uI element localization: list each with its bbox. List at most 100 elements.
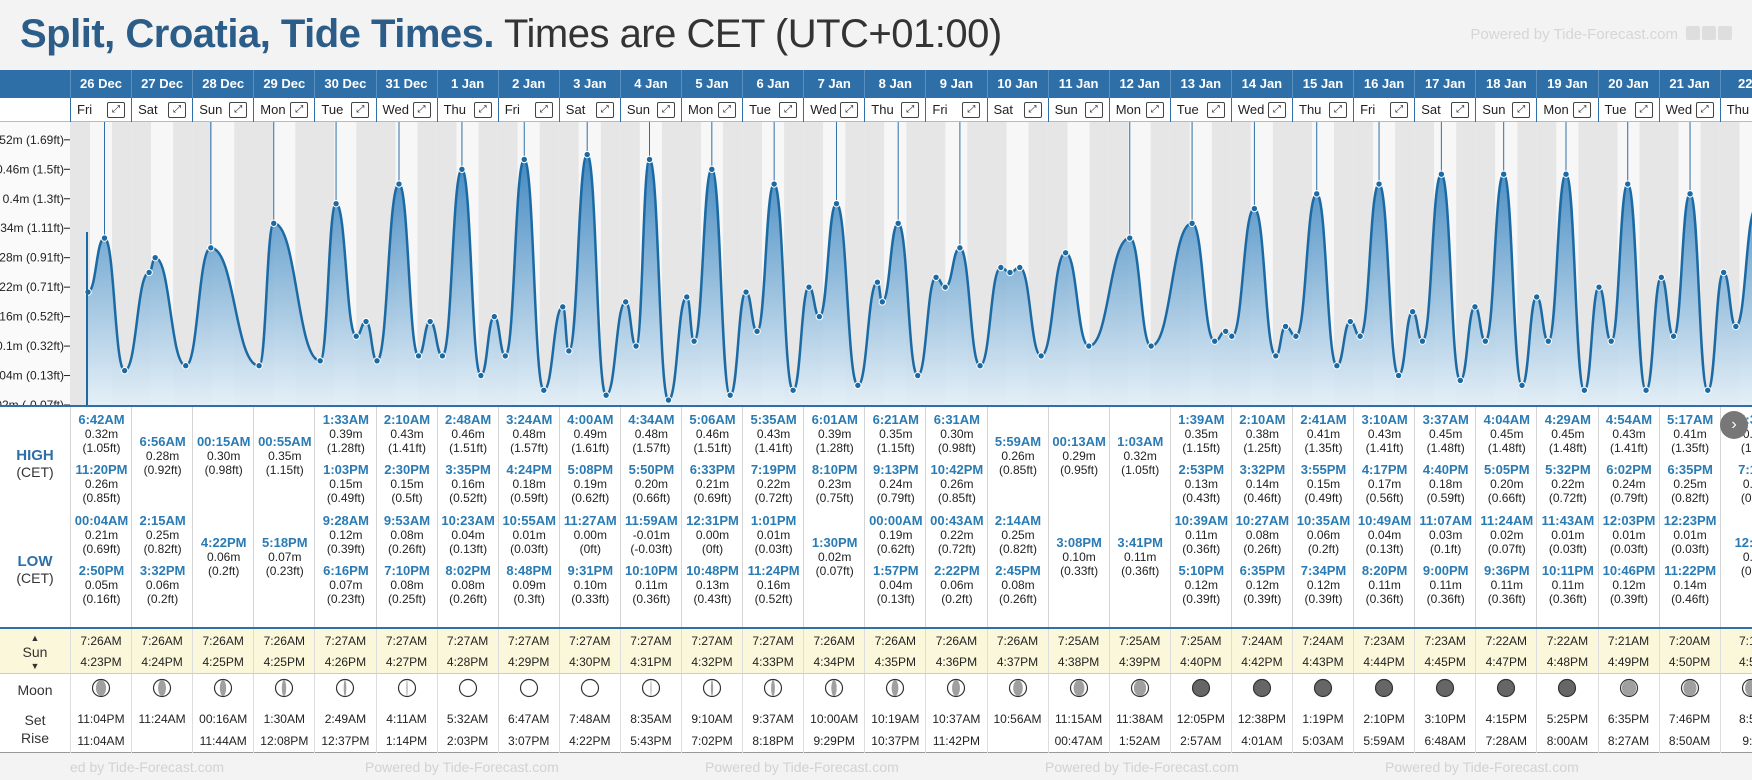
tide-point	[100, 234, 109, 242]
moon-phase-icon	[641, 678, 660, 698]
tide-day-column: 4:34AM 0.48m (1.57ft) 5:50PM 0.20m (0.66ft) 11…	[619, 407, 682, 627]
expand-icon[interactable]: ⤢	[779, 102, 798, 118]
tide-height-ft: (1.28ft)	[815, 441, 854, 455]
y-tick-label: 0.04m (0.13ft)	[0, 369, 64, 383]
expand-icon[interactable]: ⤢	[1023, 102, 1042, 118]
tide-point	[1228, 332, 1236, 340]
tide-day-column: 3:10AM 0.43m (1.41ft) 4:17PM 0.17m (0.56ft) 10…	[1353, 407, 1414, 627]
sun-cell: 7:27AM 4:31PM	[619, 629, 681, 675]
expand-icon[interactable]: ⤢	[962, 102, 981, 118]
expand-icon[interactable]: ⤢	[473, 102, 492, 118]
expand-icon[interactable]: ⤢	[595, 102, 614, 118]
low-tide-entry: 10:39AM 0.11m (0.36ft)	[1171, 514, 1232, 557]
sun-cell: 7:27AM 4:29PM	[497, 629, 559, 675]
expand-icon[interactable]: ⤢	[1329, 102, 1347, 118]
tide-height-ft: (0.92ft)	[143, 463, 182, 477]
y-tick-label: 0.34m (1.11ft)	[0, 221, 64, 235]
moon-cell: 10:19AM 10:37PM	[864, 674, 925, 754]
tide-time: 6:01AM	[811, 412, 858, 427]
moon-cell: 9:37AM 8:18PM	[742, 674, 803, 754]
sun-cell: 7:27AM 4:26PM	[314, 629, 375, 675]
date-cell: 30 Dec	[314, 70, 375, 98]
expand-icon[interactable]: ⤢	[1390, 102, 1409, 118]
high-label: HIGH (CET)	[0, 407, 70, 517]
tide-height-m: 0.21m	[695, 477, 730, 491]
expand-icon[interactable]: ⤢	[534, 102, 553, 118]
tide-height-ft: (1.05ft)	[82, 441, 121, 455]
moonrise-time: 8:27AM	[1607, 734, 1650, 748]
expand-icon[interactable]: ⤢	[229, 102, 248, 118]
tide-time: 6:33PM	[689, 462, 736, 477]
day-cell: Mon ⤢	[253, 98, 314, 122]
tide-height-ft: (0ft)	[701, 542, 724, 556]
tide-point	[438, 352, 447, 360]
expand-icon[interactable]: ⤢	[1451, 102, 1470, 118]
tide-point	[270, 219, 278, 228]
expand-icon[interactable]: ⤢	[901, 102, 920, 118]
high-tide-entry: 2:48AM 0.46m (1.51ft)	[438, 413, 499, 456]
powered-by-link[interactable]: Powered by Tide-Forecast.com	[1470, 26, 1732, 44]
tide-time: 10:42PM	[930, 462, 984, 477]
expand-icon[interactable]: ⤢	[840, 102, 859, 118]
expand-icon[interactable]: ⤢	[1084, 102, 1103, 118]
sunset-time: 4:42PM	[1241, 655, 1283, 669]
expand-icon[interactable]: ⤢	[1267, 102, 1286, 118]
tide-height-m: 0.04m	[879, 578, 913, 592]
footer-powered-link[interactable]: Powered by Tide-Forecast.com	[1385, 759, 1579, 775]
expand-icon[interactable]: ⤢	[351, 102, 370, 118]
low-tide-entry: 3:32PM 0.06m (0.2ft)	[132, 563, 193, 607]
low-tide-entry: 00:04AM 0.21m (0.69ft)	[71, 514, 132, 557]
tide-height-ft: (0.5ft)	[391, 491, 423, 505]
tide-height-m: 0.08m	[390, 578, 424, 592]
tide-height-ft: (0.98ft)	[937, 441, 976, 455]
powered-by-text[interactable]: Powered by Tide-Forecast.com	[1470, 26, 1678, 43]
tide-point	[583, 150, 591, 159]
expand-icon[interactable]: ⤢	[290, 102, 309, 118]
expand-icon[interactable]: ⤢	[107, 102, 125, 118]
scroll-right-button[interactable]: ›	[1720, 411, 1748, 439]
moon-cell: 4:11AM 1:14PM	[375, 674, 437, 754]
moon-phase-icon	[702, 678, 722, 698]
expand-icon[interactable]: ⤢	[1145, 102, 1164, 118]
low-tide-entry: 6:16PM 0.07m (0.23ft)	[315, 564, 376, 607]
expand-icon[interactable]: ⤢	[168, 102, 187, 118]
tide-height-m: 0.07m	[329, 578, 363, 592]
footer-powered-link[interactable]: Powered by Tide-Forecast.com	[705, 759, 899, 775]
expand-icon[interactable]: ⤢	[1512, 102, 1531, 118]
tide-time: 9:31PM	[567, 563, 614, 578]
footer-powered-link[interactable]: Powered by Tide-Forecast.com	[1045, 759, 1239, 775]
tide-height-m: 0.19m	[879, 528, 913, 542]
tide-height-ft: (1.51ft)	[449, 441, 488, 455]
tide-time: 3:32PM	[139, 563, 186, 578]
footer-powered-partial[interactable]: ed by Tide-Forecast.com	[70, 759, 225, 775]
moon-cell: 10:37AM 11:42PM	[925, 674, 986, 754]
tide-height-m: 0.04m	[451, 528, 485, 542]
expand-icon[interactable]: ⤢	[718, 102, 736, 118]
moonset-time: 12:38PM	[1237, 712, 1286, 726]
sun-cell: 7:25AM 4:40PM	[1169, 629, 1231, 675]
expand-icon[interactable]: ⤢	[1634, 102, 1653, 118]
tide-point	[1037, 352, 1045, 360]
tide-time: 10:10PM	[625, 563, 678, 578]
tide-height-m: 0.16m	[451, 477, 485, 491]
timezone-note: Times are CET (UTC+01:00)	[504, 12, 1002, 56]
expand-icon[interactable]: ⤢	[1695, 102, 1714, 118]
tide-height-ft: (0.69ft)	[82, 542, 121, 556]
tide-point	[207, 244, 215, 252]
tide-point	[120, 366, 129, 375]
tide-day-column: 5:59AM 0.26m (0.85ft) 2:14AM 0.25m (0.82ft) 2:…	[986, 407, 1048, 627]
tide-height-m: 0.06m	[1306, 528, 1341, 542]
expand-icon[interactable]: ⤢	[1573, 102, 1592, 118]
tide-height-m: 0.00m	[695, 528, 730, 542]
footer-powered-link[interactable]: Powered by Tide-Forecast.com	[365, 759, 559, 775]
high-tide-entry: 3:55PM 0.15m (0.49ft)	[1293, 463, 1354, 506]
low-heading: LOW	[17, 553, 53, 570]
tide-point	[1085, 342, 1093, 350]
expand-icon[interactable]: ⤢	[412, 102, 431, 118]
tide-height-m: 0.09m	[512, 578, 546, 592]
low-tide-entry: 11:59AM -0.01m (-0.03ft)	[621, 514, 682, 557]
tide-time: 2:41AM	[1300, 412, 1347, 427]
tide-height-m: 0.13m	[695, 578, 730, 592]
expand-icon[interactable]: ⤢	[1206, 102, 1225, 118]
expand-icon[interactable]: ⤢	[656, 102, 675, 118]
